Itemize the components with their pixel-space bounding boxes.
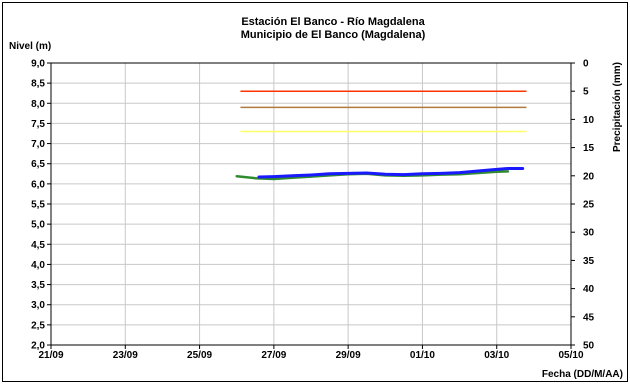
y-tick-label: 2,5 xyxy=(31,320,45,331)
y2-tick-label: 50 xyxy=(583,341,595,352)
y-tick-label: 7,0 xyxy=(31,139,45,150)
y-tick-label: 6,0 xyxy=(31,179,45,190)
x-tick-label: 27/09 xyxy=(261,350,286,361)
chart-title: Estación El Banco - Río Magdalena xyxy=(241,16,425,28)
y-tick-label: 5,5 xyxy=(31,200,45,211)
y-tick-label: 6,5 xyxy=(31,159,45,170)
y-axis-title: Nivel (m) xyxy=(9,41,51,52)
y-tick-label: 9,0 xyxy=(31,59,45,70)
y-tick-label: 5,0 xyxy=(31,220,45,231)
y2-tick-label: 10 xyxy=(583,115,595,126)
x-tick-label: 01/10 xyxy=(410,350,435,361)
x-tick-label: 05/10 xyxy=(558,350,583,361)
series-line-1 xyxy=(257,167,525,179)
y-tick-label: 3,0 xyxy=(31,300,45,311)
y2-tick-label: 20 xyxy=(583,171,595,182)
y2-tick-label: 40 xyxy=(583,284,595,295)
y2-tick-label: 15 xyxy=(583,143,595,154)
chart-subtitle: Municipio de El Banco (Magdalena) xyxy=(241,29,426,41)
x-axis-title: Fecha (DD/M/AA) xyxy=(542,369,623,380)
y2-tick-label: 0 xyxy=(583,59,589,70)
x-tick-label: 21/09 xyxy=(38,350,63,361)
x-tick-label: 25/09 xyxy=(187,350,212,361)
y2-tick-label: 45 xyxy=(583,312,595,323)
y-tick-label: 8,5 xyxy=(31,79,45,90)
chart-svg: Estación El Banco - Río Magdalena Munici… xyxy=(9,16,623,380)
chart: Estación El Banco - Río Magdalena Munici… xyxy=(2,2,628,382)
y-tick-label: 4,0 xyxy=(31,260,45,271)
y-tick-label: 2,0 xyxy=(31,341,45,352)
y2-tick-label: 5 xyxy=(583,87,589,98)
y-tick-label: 7,5 xyxy=(31,119,45,130)
x-tick-label: 29/09 xyxy=(336,350,361,361)
y-tick-label: 4,5 xyxy=(31,240,45,251)
y2-tick-label: 35 xyxy=(583,256,595,267)
y-tick-label: 8,0 xyxy=(31,99,45,110)
y2-tick-label: 25 xyxy=(583,200,595,211)
x-tick-label: 23/09 xyxy=(113,350,138,361)
x-tick-label: 03/10 xyxy=(484,350,509,361)
y2-tick-label: 30 xyxy=(583,228,595,239)
y2-axis-title: Precipitación (mm) xyxy=(612,62,623,152)
y-tick-label: 3,5 xyxy=(31,280,45,291)
